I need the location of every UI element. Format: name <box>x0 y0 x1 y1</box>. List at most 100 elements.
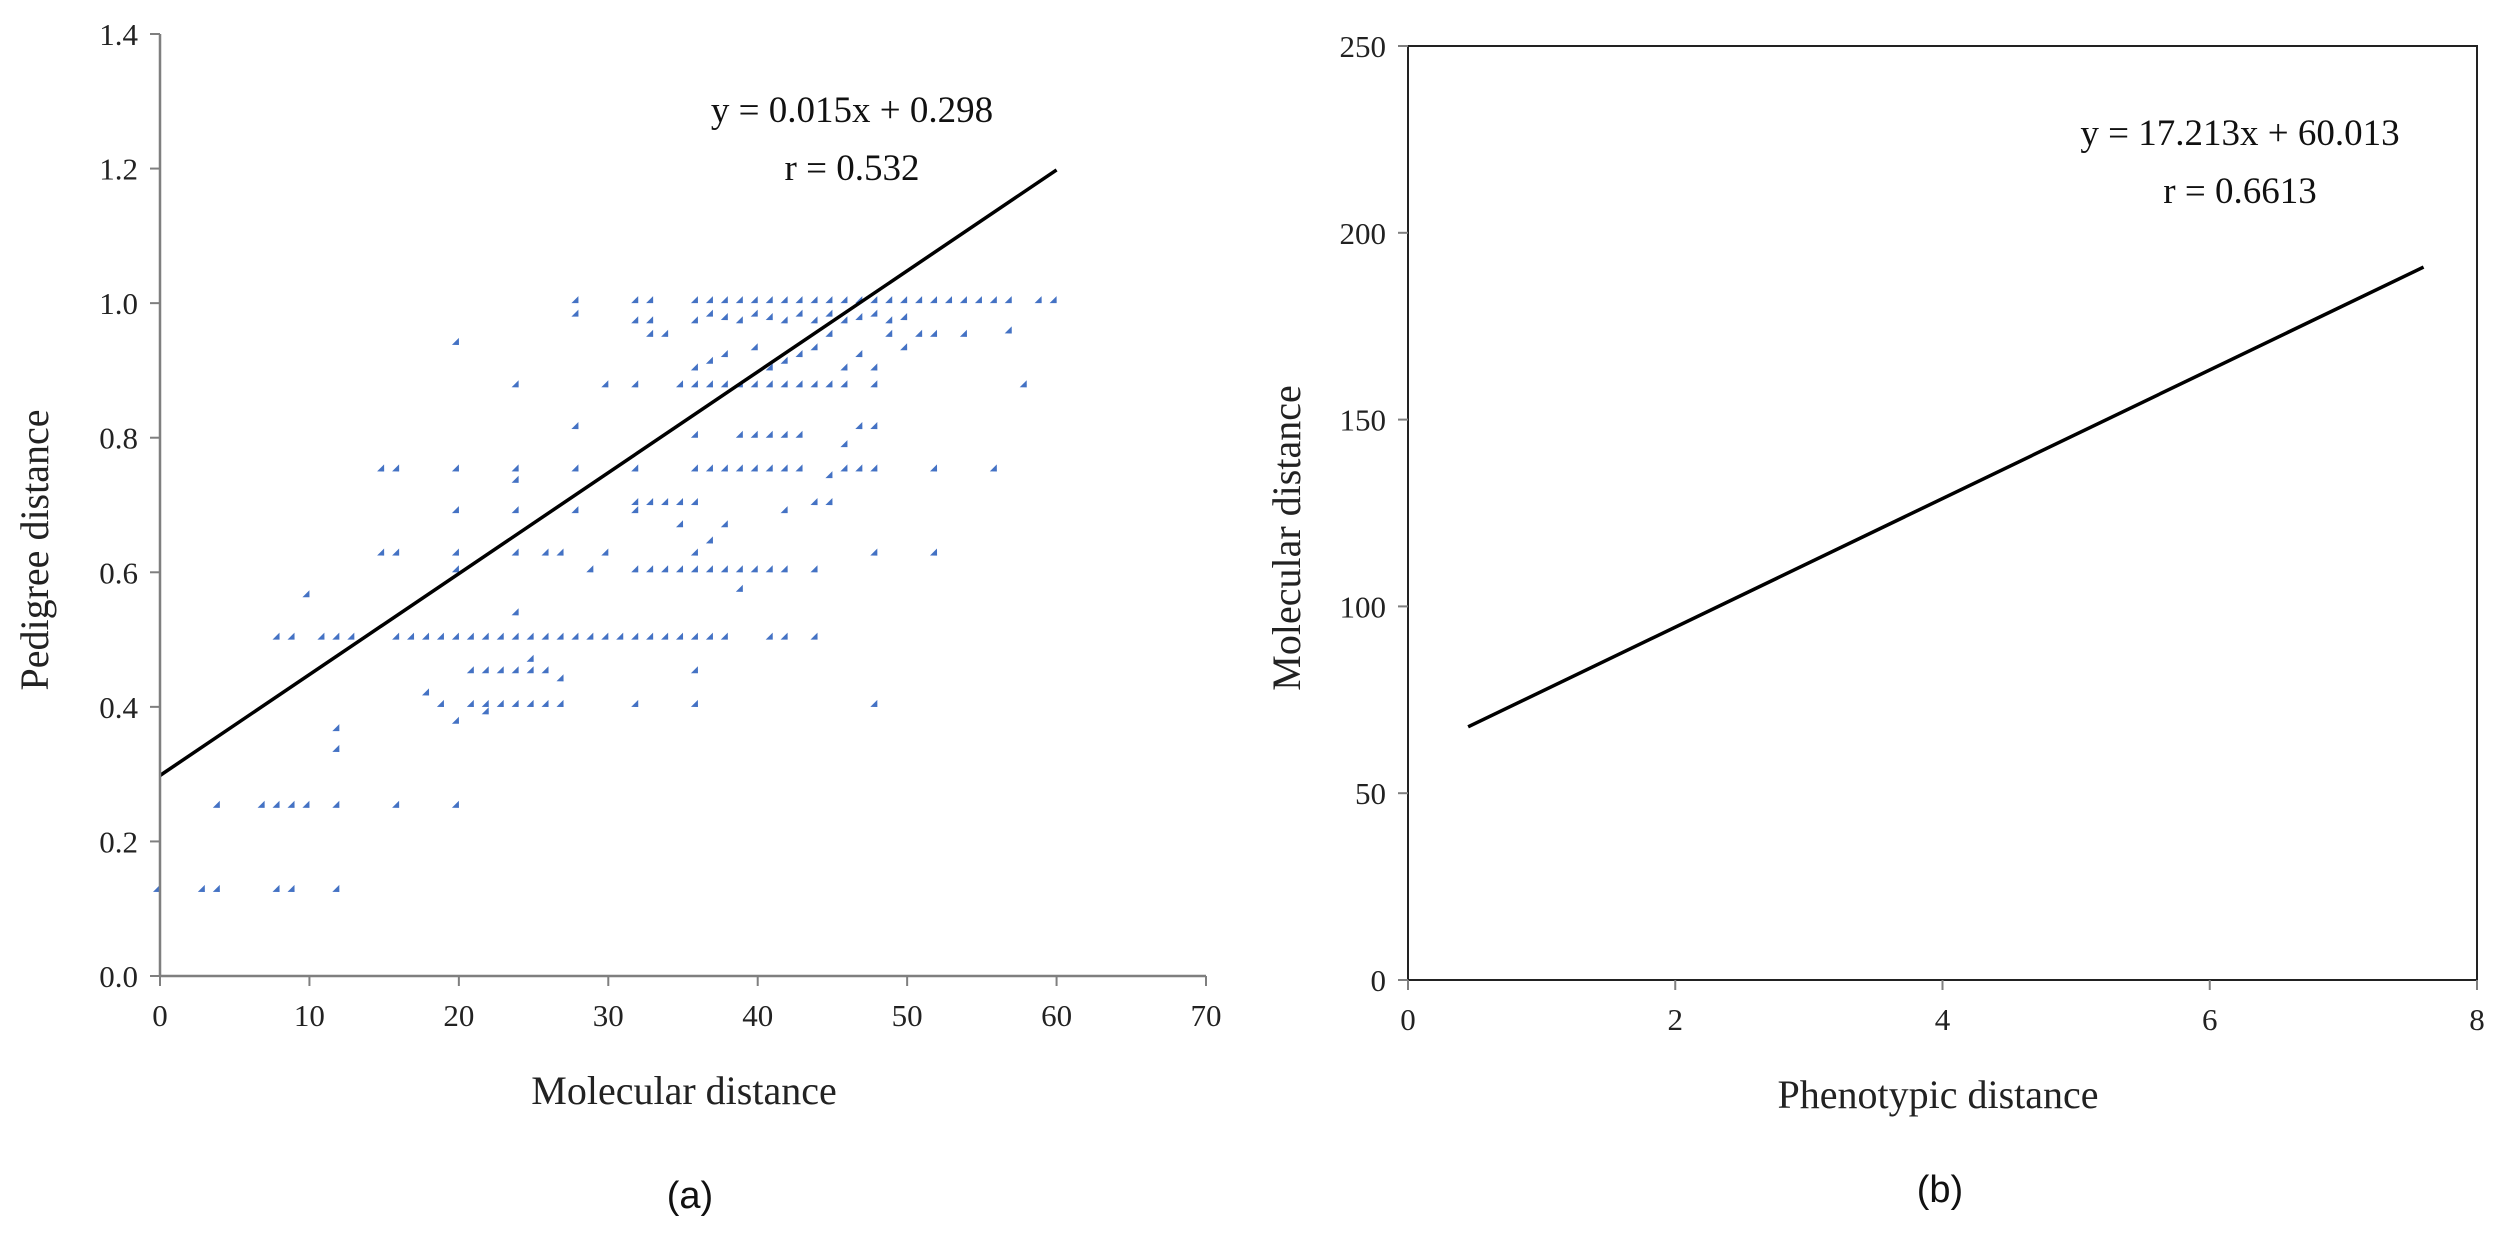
data-point <box>690 296 698 304</box>
data-point <box>810 343 818 351</box>
data-point <box>810 632 818 640</box>
equation-b: y = 17.213x + 60.013 <box>2080 113 2399 154</box>
scatter-points-b <box>1468 0 2381 907</box>
data-point <box>780 506 788 514</box>
x-tick-label: 6 <box>2202 1002 2218 1037</box>
data-point <box>989 464 997 472</box>
data-point <box>735 296 743 304</box>
data-point <box>332 632 340 640</box>
data-point <box>631 565 639 573</box>
data-point <box>750 430 758 438</box>
data-point <box>780 430 788 438</box>
y-tick-label: 0.4 <box>99 690 138 725</box>
data-point <box>661 565 669 573</box>
data-point <box>720 565 728 573</box>
data-point <box>556 548 564 556</box>
data-point <box>825 471 833 479</box>
data-point <box>720 296 728 304</box>
x-tick-label: 30 <box>593 998 624 1033</box>
data-point <box>661 329 669 337</box>
data-point <box>646 329 654 337</box>
data-point <box>541 666 549 674</box>
y-tick-label: 100 <box>1340 589 1387 624</box>
data-point <box>690 363 698 371</box>
data-point <box>676 520 684 528</box>
axes-b <box>1398 45 2478 990</box>
data-point <box>451 800 459 808</box>
data-point <box>870 548 878 556</box>
data-point <box>885 296 893 304</box>
data-point <box>511 475 519 483</box>
trendline-b <box>1467 265 2425 729</box>
data-point <box>287 632 295 640</box>
data-point <box>571 296 579 304</box>
data-point <box>496 632 504 640</box>
data-point <box>735 316 743 324</box>
data-point <box>631 498 639 506</box>
data-point <box>511 506 519 514</box>
y-tick-label: 1.4 <box>99 17 138 52</box>
data-point <box>885 329 893 337</box>
y-axis-title-a: Pedigree distance <box>12 410 57 691</box>
data-point <box>631 632 639 640</box>
data-point <box>690 430 698 438</box>
y-tick-label: 0 <box>1371 963 1387 998</box>
data-point <box>780 464 788 472</box>
x-tick-label: 8 <box>2469 1002 2485 1037</box>
data-point <box>780 356 788 364</box>
data-point <box>765 380 773 388</box>
data-point <box>481 632 489 640</box>
x-tick-label: 50 <box>892 998 923 1033</box>
data-point <box>466 666 474 674</box>
data-point <box>646 296 654 304</box>
data-point <box>481 707 489 715</box>
data-point <box>287 800 295 808</box>
data-point <box>646 498 654 506</box>
data-point <box>765 632 773 640</box>
data-point <box>825 380 833 388</box>
data-point <box>840 380 848 388</box>
data-point <box>765 363 773 371</box>
data-point <box>690 464 698 472</box>
data-point <box>511 666 519 674</box>
data-point <box>556 674 564 682</box>
data-point <box>810 380 818 388</box>
data-point <box>631 296 639 304</box>
data-point <box>690 316 698 324</box>
axes-a <box>150 33 1207 986</box>
data-point <box>870 422 878 430</box>
data-point <box>930 296 938 304</box>
data-point <box>870 309 878 317</box>
data-point <box>511 548 519 556</box>
data-point <box>959 329 967 337</box>
data-point <box>690 565 698 573</box>
data-point <box>676 380 684 388</box>
data-point <box>750 380 758 388</box>
data-point <box>496 699 504 707</box>
data-point <box>377 548 385 556</box>
x-tick-label: 4 <box>1935 1002 1951 1037</box>
y-tick-label: 200 <box>1340 216 1387 251</box>
data-point <box>436 699 444 707</box>
data-point <box>392 464 400 472</box>
r-value-b: r = 0.6613 <box>2163 171 2316 212</box>
x-tick-label: 0 <box>1400 1002 1416 1037</box>
data-point <box>750 464 758 472</box>
data-point <box>571 632 579 640</box>
data-point <box>511 380 519 388</box>
tick-labels-b: 0 2 4 6 8 0 50 100 150 200 250 <box>1340 29 2485 1037</box>
data-point <box>870 699 878 707</box>
data-point <box>690 666 698 674</box>
data-point <box>750 296 758 304</box>
data-point <box>780 316 788 324</box>
data-point <box>989 296 997 304</box>
x-axis-title-a: Molecular distance <box>531 1068 836 1113</box>
data-point <box>855 313 863 321</box>
data-point <box>526 632 534 640</box>
data-point <box>511 699 519 707</box>
data-point <box>451 337 459 345</box>
data-point <box>780 296 788 304</box>
data-point <box>392 548 400 556</box>
y-tick-label: 0.0 <box>99 959 138 994</box>
